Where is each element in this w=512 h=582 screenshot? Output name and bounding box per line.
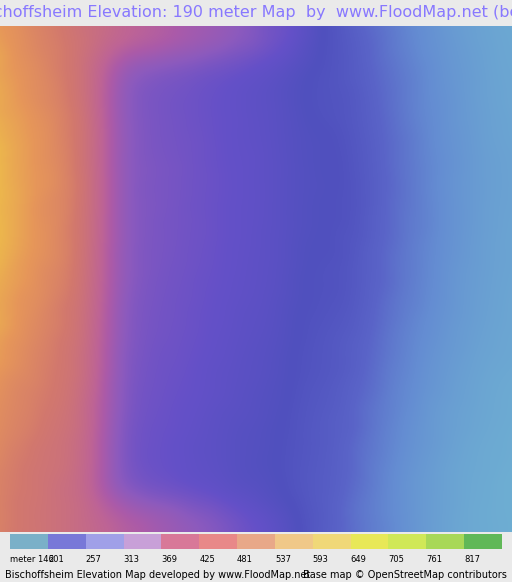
Bar xyxy=(48,534,86,549)
Text: Base map © OpenStreetMap contributors: Base map © OpenStreetMap contributors xyxy=(303,570,507,580)
Bar xyxy=(86,534,124,549)
Text: 761: 761 xyxy=(426,555,442,564)
Bar xyxy=(161,534,199,549)
Bar xyxy=(199,534,237,549)
Text: 705: 705 xyxy=(388,555,404,564)
Text: 201: 201 xyxy=(48,555,64,564)
Text: 817: 817 xyxy=(464,555,480,564)
Bar xyxy=(237,534,275,549)
Text: 537: 537 xyxy=(275,555,291,564)
Text: 649: 649 xyxy=(351,555,367,564)
Bar xyxy=(426,534,464,549)
Text: Bischoffsheim Elevation: 190 meter Map  by  www.FloodMap.net (beta): Bischoffsheim Elevation: 190 meter Map b… xyxy=(0,5,512,20)
Text: meter 146: meter 146 xyxy=(10,555,54,564)
Bar xyxy=(124,534,161,549)
Text: 257: 257 xyxy=(86,555,102,564)
Bar xyxy=(388,534,426,549)
Bar xyxy=(10,534,48,549)
Text: 481: 481 xyxy=(237,555,253,564)
Bar xyxy=(313,534,351,549)
Text: Bischoffsheim Elevation Map developed by www.FloodMap.net: Bischoffsheim Elevation Map developed by… xyxy=(5,570,310,580)
Bar xyxy=(275,534,313,549)
Bar xyxy=(464,534,502,549)
Bar xyxy=(351,534,388,549)
Text: 369: 369 xyxy=(161,555,178,564)
Text: 313: 313 xyxy=(124,555,140,564)
Text: 593: 593 xyxy=(313,555,329,564)
Text: 425: 425 xyxy=(199,555,215,564)
